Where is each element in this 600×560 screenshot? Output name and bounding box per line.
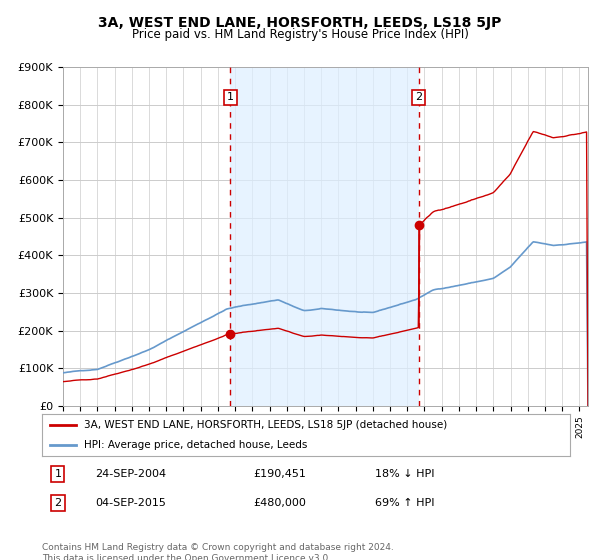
Text: 2: 2	[415, 92, 422, 102]
Text: 3A, WEST END LANE, HORSFORTH, LEEDS, LS18 5JP (detached house): 3A, WEST END LANE, HORSFORTH, LEEDS, LS1…	[84, 420, 448, 430]
Bar	[230, 67, 419, 406]
Text: 3A, WEST END LANE, HORSFORTH, LEEDS, LS18 5JP: 3A, WEST END LANE, HORSFORTH, LEEDS, LS1…	[98, 16, 502, 30]
Text: 24-SEP-2004: 24-SEP-2004	[95, 469, 166, 479]
Text: £480,000: £480,000	[253, 498, 306, 508]
Text: 18% ↓ HPI: 18% ↓ HPI	[374, 469, 434, 479]
Text: £190,451: £190,451	[253, 469, 306, 479]
Text: Price paid vs. HM Land Registry's House Price Index (HPI): Price paid vs. HM Land Registry's House …	[131, 28, 469, 41]
Text: 1: 1	[227, 92, 234, 102]
Text: 1: 1	[55, 469, 61, 479]
Text: 69% ↑ HPI: 69% ↑ HPI	[374, 498, 434, 508]
Text: 04-SEP-2015: 04-SEP-2015	[95, 498, 166, 508]
Text: HPI: Average price, detached house, Leeds: HPI: Average price, detached house, Leed…	[84, 440, 308, 450]
Text: Contains HM Land Registry data © Crown copyright and database right 2024.
This d: Contains HM Land Registry data © Crown c…	[42, 543, 394, 560]
Text: 2: 2	[54, 498, 61, 508]
